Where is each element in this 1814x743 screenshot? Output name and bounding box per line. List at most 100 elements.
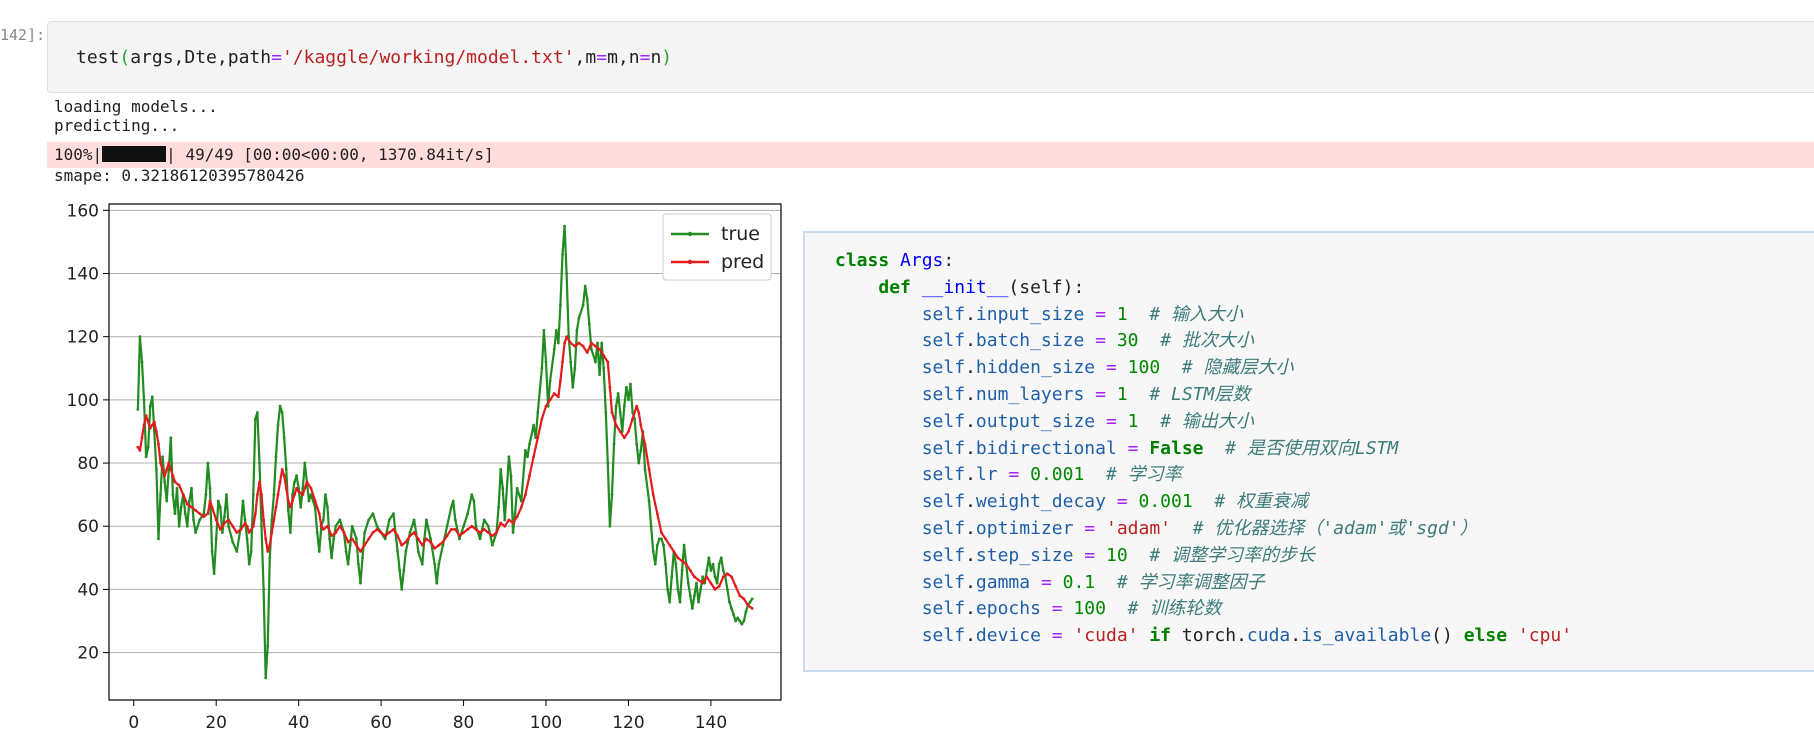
point-true [404, 550, 408, 553]
attr-value: 100 [1073, 598, 1106, 620]
x-tick-label: 120 [612, 713, 644, 733]
point-true [697, 600, 700, 604]
point-true [146, 445, 150, 449]
point-pred [404, 540, 408, 544]
point-pred [305, 480, 309, 484]
point-pred [437, 543, 441, 547]
point-true [668, 600, 672, 604]
init-params: (self): [1008, 276, 1085, 298]
point-true [241, 499, 245, 503]
code-comment: # 是否使用双向LSTM [1225, 437, 1399, 459]
point-pred [146, 420, 150, 424]
point-pred [354, 543, 358, 547]
point-pred [198, 512, 202, 516]
point-true [711, 562, 715, 566]
is-available-token: is_available [1301, 625, 1432, 647]
point-pred [688, 569, 692, 572]
code-m-name: m [585, 47, 597, 68]
point-pred [647, 467, 651, 471]
point-true [387, 518, 391, 522]
point-true [503, 518, 507, 522]
point-pred [155, 430, 158, 433]
point-true [653, 562, 657, 566]
point-true [408, 531, 412, 534]
point-true [328, 537, 331, 541]
point-pred [565, 335, 569, 339]
point-pred [169, 467, 173, 471]
point-true [264, 676, 268, 680]
point-pred [375, 528, 379, 531]
x-axis-ticks: 0 20 40 60 80 100 120 140 [128, 700, 727, 733]
point-true [507, 455, 511, 459]
code-input-text[interactable]: test(args,Dte,path='/kaggle/working/mode… [76, 47, 673, 68]
point-pred [474, 528, 478, 531]
point-pred [676, 556, 680, 560]
point-pred [441, 540, 445, 544]
point-pred [602, 354, 606, 358]
point-true [610, 493, 614, 497]
code-n-name: n [628, 47, 640, 68]
point-pred [387, 531, 391, 534]
point-true [612, 442, 616, 446]
point-pred [643, 442, 647, 446]
x-tick-label: 140 [695, 713, 727, 733]
point-pred [746, 603, 750, 607]
legend-marker-pred [687, 259, 693, 265]
assign-op: = [1051, 625, 1063, 647]
point-true [202, 512, 206, 516]
point-true [416, 550, 420, 553]
point-pred [491, 534, 494, 538]
point-pred [185, 502, 189, 506]
point-pred [552, 392, 556, 395]
point-pred [138, 449, 142, 452]
point-true [348, 543, 352, 547]
point-true [253, 417, 257, 421]
point-true [262, 588, 266, 591]
self-token: self [921, 357, 966, 379]
point-pred [563, 341, 566, 345]
y-tick-label: 140 [67, 265, 99, 285]
point-true [359, 581, 362, 585]
attr-name: output_size [975, 410, 1096, 432]
point-true [565, 272, 569, 275]
point-pred [507, 518, 511, 522]
point-pred [425, 537, 428, 541]
code-n-val: n [650, 47, 662, 68]
point-true [497, 505, 500, 509]
self-token: self [921, 571, 966, 593]
point-true [750, 597, 754, 601]
attr-value: 100 [1127, 357, 1161, 379]
point-true [721, 569, 725, 572]
point-true [478, 537, 482, 541]
point-pred [136, 445, 140, 449]
point-true [606, 461, 610, 465]
point-true [425, 518, 428, 522]
args-code-block: class Args: def __init__(self): self.inp… [803, 231, 1814, 672]
point-true [569, 360, 573, 364]
point-true [332, 537, 336, 541]
x-tick-label: 100 [530, 713, 562, 733]
point-true [458, 537, 461, 541]
point-true [662, 543, 665, 547]
point-true [204, 493, 208, 497]
dot-token: . [965, 303, 976, 325]
point-pred [730, 575, 733, 579]
attr-value: 'adam' [1105, 517, 1172, 539]
point-pred [581, 344, 585, 348]
code-input-cell[interactable]: test(args,Dte,path='/kaggle/working/mode… [47, 21, 1814, 93]
point-true [536, 411, 540, 414]
attr-value: 30 [1116, 330, 1139, 352]
point-pred [276, 493, 280, 497]
point-true [183, 512, 187, 516]
dot-token: . [965, 625, 976, 647]
point-true [738, 619, 742, 623]
point-true [577, 316, 581, 320]
point-true [231, 540, 235, 544]
point-pred [148, 426, 152, 430]
dot-token: . [965, 598, 976, 620]
point-true [676, 588, 680, 591]
point-pred [379, 531, 383, 534]
point-pred [672, 550, 676, 553]
point-true [730, 606, 733, 610]
self-token: self [921, 517, 966, 539]
